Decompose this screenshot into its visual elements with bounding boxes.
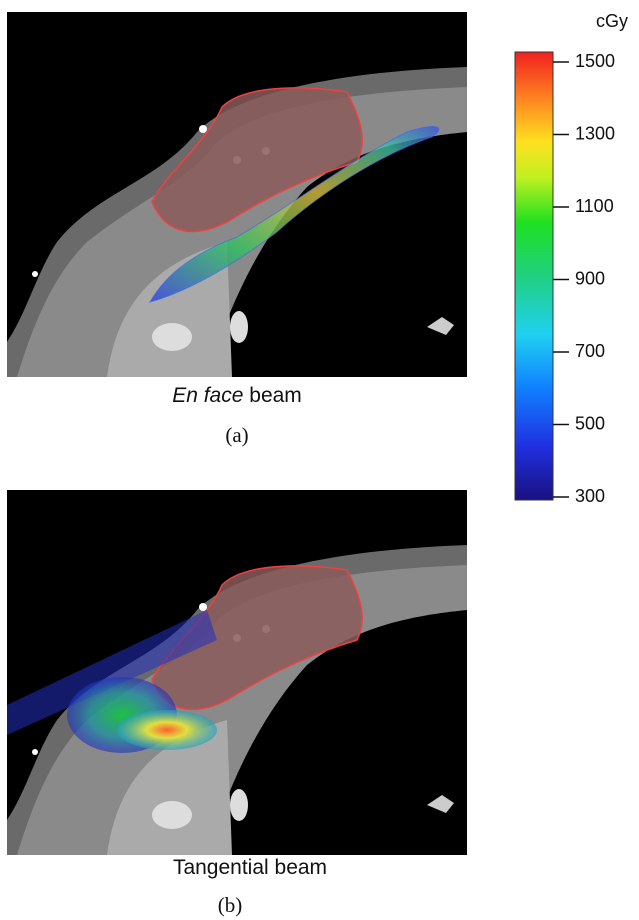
- caption-emphasis: En face: [172, 384, 243, 407]
- tick-label: 1100: [575, 196, 614, 216]
- ct-image-b: [7, 490, 467, 855]
- panel-label: (b): [218, 893, 243, 917]
- tick-label: 300: [575, 486, 605, 506]
- colorbar-ticks: 300 500 700 900 1100 1300 1500: [553, 51, 615, 506]
- tick-label: 700: [575, 341, 605, 361]
- tick-label: 1300: [575, 123, 615, 143]
- colorbar: [515, 52, 553, 500]
- caption-rest: beam: [249, 384, 302, 407]
- figure: En face beam (a) Tangential beam (b) cGy…: [0, 0, 639, 920]
- ct-image-a: [7, 12, 467, 377]
- tick-label: 500: [575, 413, 605, 433]
- caption-b: Tangential beam: [173, 856, 327, 879]
- caption-a: En face beam: [172, 384, 302, 407]
- tick-label: 1500: [575, 51, 615, 71]
- panel-label: (a): [225, 423, 248, 447]
- colorbar-unit: cGy: [596, 11, 628, 31]
- tick-label: 900: [575, 268, 605, 288]
